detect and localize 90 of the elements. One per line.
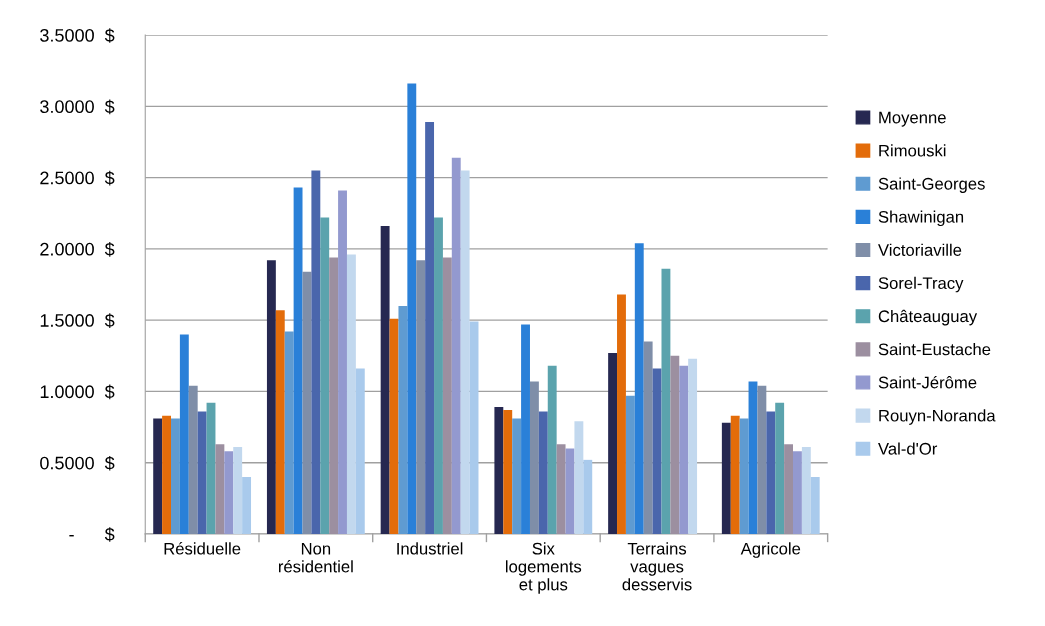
y-tick-label: 2.0000 $ xyxy=(40,242,115,257)
bar xyxy=(469,321,479,534)
bar xyxy=(224,451,234,534)
bar xyxy=(266,260,276,534)
bar xyxy=(398,305,408,534)
y-tick-label: 0.5000 $ xyxy=(40,455,115,471)
x-tick-label: Industriel xyxy=(397,542,463,555)
y-tick-label: 1.5000 $ xyxy=(40,313,115,328)
bar xyxy=(503,409,513,534)
bar xyxy=(338,190,347,534)
bar xyxy=(442,257,452,534)
bar xyxy=(810,476,820,534)
legend-label: Rimouski xyxy=(879,144,946,157)
bar xyxy=(652,368,662,534)
bar xyxy=(801,447,811,534)
bar xyxy=(574,421,584,534)
legend-label: Sorel-Tracy xyxy=(878,276,964,293)
bar xyxy=(583,459,593,534)
bar xyxy=(688,358,698,534)
bar xyxy=(329,257,339,534)
bar xyxy=(407,83,417,534)
bar xyxy=(171,418,180,534)
bar xyxy=(661,268,671,534)
bar xyxy=(608,352,618,534)
bar xyxy=(748,381,758,534)
bar xyxy=(625,395,635,534)
bar xyxy=(434,217,443,534)
bar xyxy=(425,122,435,534)
bar xyxy=(784,444,793,534)
bar xyxy=(739,418,749,534)
bar xyxy=(547,365,557,534)
bar xyxy=(757,385,767,534)
bar xyxy=(311,170,321,534)
legend-label: Saint-Georges xyxy=(878,177,985,193)
x-tick-label: Résiduelle xyxy=(164,542,241,555)
bar xyxy=(233,447,243,534)
bar xyxy=(293,187,303,534)
bar xyxy=(179,334,189,534)
x-tick-label: Six logements et plus xyxy=(505,542,582,594)
legend-label: Rouyn-Noranda xyxy=(879,409,996,425)
bar xyxy=(320,217,330,534)
bar xyxy=(494,407,504,534)
bar xyxy=(215,444,225,534)
legend-label: Victoriaville xyxy=(878,243,962,256)
y-tick-label: 3.5000 $ xyxy=(40,28,115,43)
bar xyxy=(617,294,626,534)
legend-label: Val-d'Or xyxy=(878,442,938,455)
bar xyxy=(451,157,461,534)
bar xyxy=(460,170,470,534)
bar xyxy=(730,415,740,534)
bar xyxy=(197,411,207,534)
bar xyxy=(206,402,216,534)
legend-label: Moyenne xyxy=(879,111,946,127)
bar xyxy=(242,476,252,534)
bar xyxy=(389,318,399,534)
bar xyxy=(538,411,548,534)
bar xyxy=(766,411,776,534)
bar xyxy=(556,444,566,534)
y-tick-label: - $ xyxy=(69,527,115,542)
bar xyxy=(565,448,575,534)
bar xyxy=(775,402,785,534)
bar xyxy=(284,331,294,534)
bar xyxy=(162,415,171,534)
bar xyxy=(529,381,539,534)
bar xyxy=(416,260,426,534)
bar xyxy=(153,418,163,534)
bar xyxy=(670,355,680,534)
y-tick-label: 2.5000 $ xyxy=(40,170,115,186)
legend-label: Châteauguay xyxy=(878,309,978,326)
legend-label: Shawinigan xyxy=(878,210,964,227)
bar xyxy=(521,324,530,534)
bar xyxy=(643,341,653,534)
bar xyxy=(380,226,390,534)
bar xyxy=(512,418,522,534)
x-tick-label: Terrains vagues desservis xyxy=(622,542,692,591)
x-tick-label: Non résidentiel xyxy=(278,542,353,573)
bar xyxy=(302,271,312,534)
y-tick-label: 1.0000 $ xyxy=(40,384,115,400)
bar xyxy=(634,243,644,534)
bar xyxy=(793,451,802,534)
y-tick-label: 3.0000 $ xyxy=(40,99,115,115)
bar xyxy=(346,254,356,534)
legend-label: Saint-Jérôme xyxy=(878,375,977,389)
x-tick-label: Agricole xyxy=(740,542,801,558)
bar xyxy=(275,310,285,534)
bar xyxy=(679,365,689,534)
bar xyxy=(721,422,731,534)
legend-label: Saint-Eustache xyxy=(878,343,991,356)
bar xyxy=(188,385,198,534)
bar xyxy=(355,368,365,534)
